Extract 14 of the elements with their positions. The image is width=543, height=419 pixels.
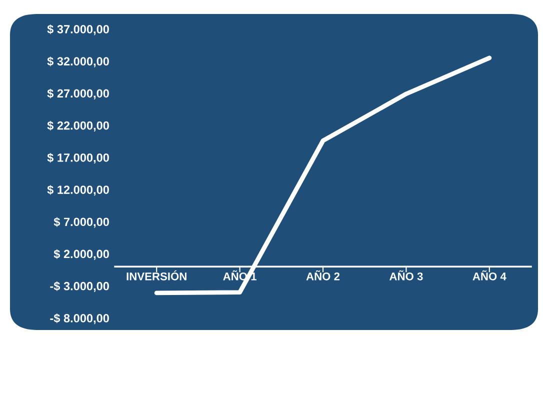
y-tick-label: -$ 8.000,00 — [50, 314, 109, 324]
y-tick-label: $ 2.000,00 — [54, 249, 109, 260]
x-tick-label: INVERSIÓN — [126, 270, 186, 280]
y-tick-label: $ 37.000,00 — [47, 24, 109, 36]
y-tick-label: $ 27.000,00 — [47, 88, 109, 100]
y-tick-label: -$ 3.000,00 — [50, 281, 109, 292]
y-tick-label: $ 32.000,00 — [47, 56, 109, 68]
x-tick-label: AÑO 4 — [472, 270, 506, 280]
x-tick-label: AÑO 2 — [306, 270, 340, 280]
x-tick-label: AÑO 3 — [390, 270, 423, 280]
y-tick-label: $ 17.000,00 — [47, 152, 109, 164]
y-tick-label: $ 12.000,00 — [47, 185, 109, 196]
y-tick-label: $ 7.000,00 — [54, 217, 109, 228]
y-tick-label: $ 22.000,00 — [47, 120, 109, 132]
